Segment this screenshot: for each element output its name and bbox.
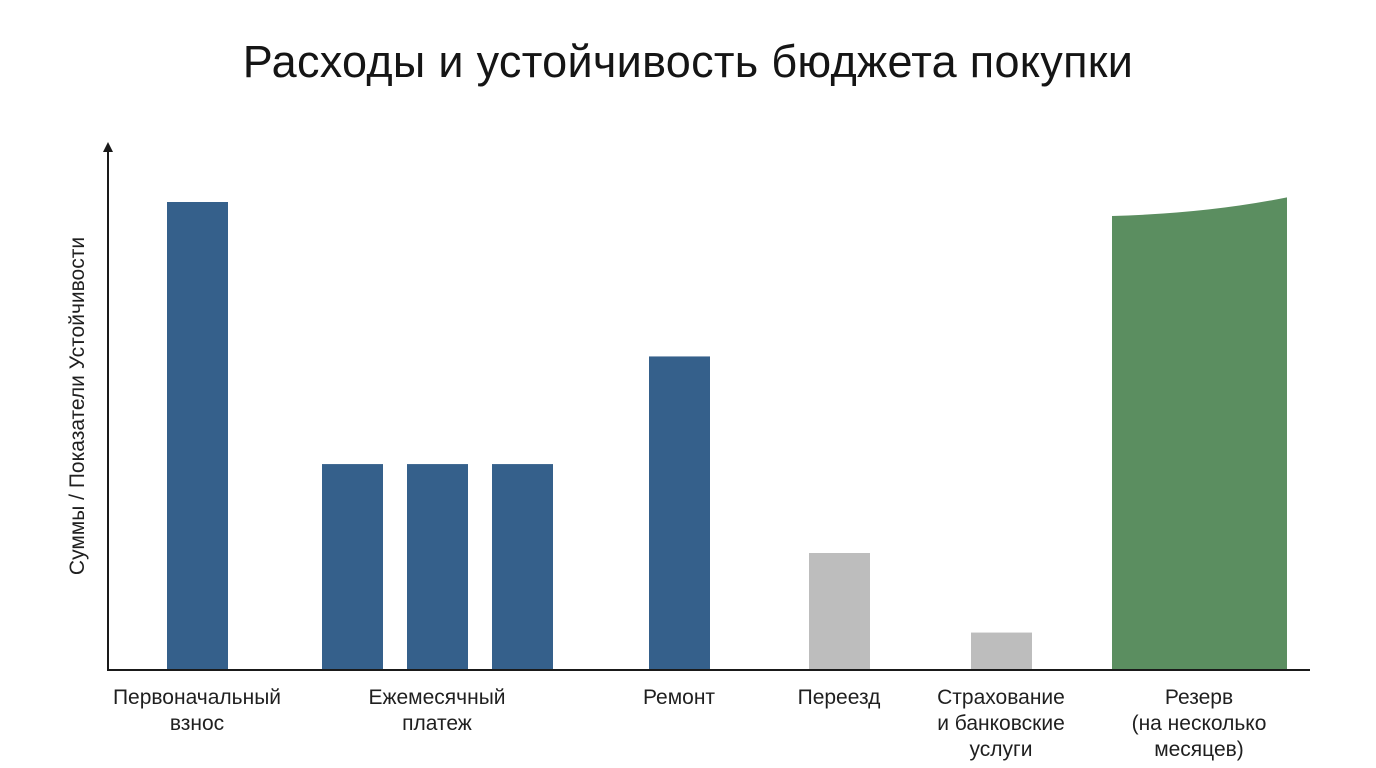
x-tick-label-1: Ежемесячный платеж bbox=[368, 686, 505, 735]
x-tick-label-4-line-2: услуги bbox=[970, 738, 1033, 761]
bars-layer bbox=[167, 197, 1287, 670]
x-tick-labels: Первоначальный взнос Ежемесячный платеж Ремо… bbox=[113, 686, 1266, 761]
x-tick-label-3: Переезд bbox=[798, 686, 881, 709]
x-tick-label-0-line-1: взнос bbox=[170, 712, 224, 735]
x-tick-label-0: Первоначальный взнос bbox=[113, 686, 281, 735]
x-tick-label-1-line-1: платеж bbox=[402, 712, 472, 735]
x-tick-label-4-line-0: Страхование bbox=[937, 686, 1065, 709]
x-tick-label-0-line-0: Первоначальный bbox=[113, 686, 281, 709]
x-tick-label-4-line-1: и банковские bbox=[937, 712, 1065, 735]
x-tick-label-1-line-0: Ежемесячный bbox=[368, 686, 505, 709]
x-tick-label-3-line-0: Переезд bbox=[798, 686, 881, 709]
x-tick-label-5-line-2: месяцев) bbox=[1154, 738, 1244, 761]
x-tick-label-2-line-0: Ремонт bbox=[643, 686, 715, 709]
bar-4 bbox=[649, 356, 710, 670]
bar-7 bbox=[1112, 197, 1287, 670]
bar-2 bbox=[407, 464, 468, 670]
bar-6 bbox=[971, 632, 1032, 670]
bar-3 bbox=[492, 464, 553, 670]
x-tick-label-2: Ремонт bbox=[643, 686, 715, 709]
bar-1 bbox=[322, 464, 383, 670]
chart-title: Расходы и устойчивость бюджета покупки bbox=[242, 36, 1134, 87]
x-tick-label-4: Страхование и банковские услуги bbox=[937, 686, 1065, 761]
axes-layer bbox=[103, 142, 1310, 671]
bar-5 bbox=[809, 553, 870, 670]
bar-0 bbox=[167, 202, 228, 670]
y-axis-arrow-icon bbox=[103, 142, 113, 152]
y-axis-label: Суммы / Показатели Устойчивости bbox=[66, 237, 89, 575]
x-tick-label-5-line-0: Резерв bbox=[1165, 686, 1233, 709]
x-tick-label-5-line-1: (на несколько bbox=[1132, 712, 1267, 735]
x-tick-label-5: Резерв (на несколько месяцев) bbox=[1132, 686, 1267, 761]
